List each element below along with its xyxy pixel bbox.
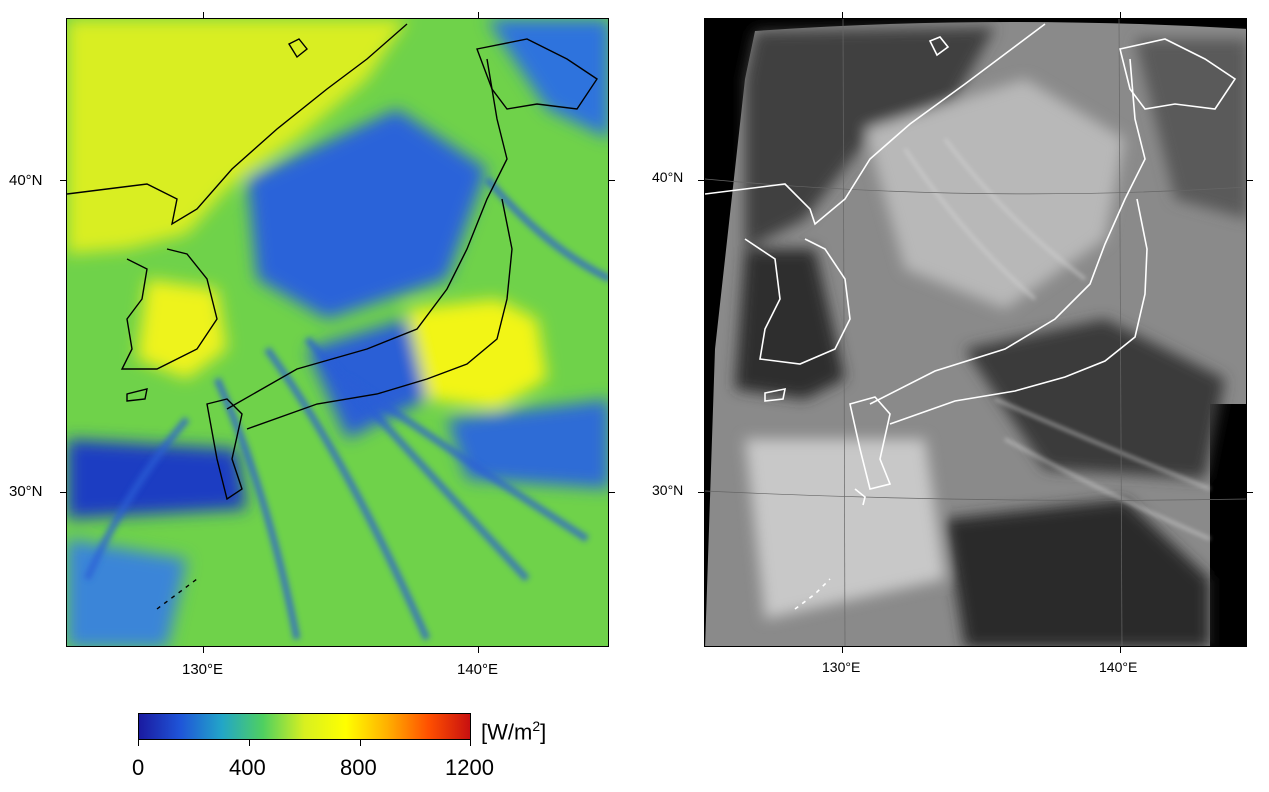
colorbar-tick-1200 bbox=[470, 740, 471, 746]
right-tick-right-30 bbox=[1247, 492, 1253, 493]
left-tick-left-40 bbox=[60, 180, 66, 181]
flux-map-panel bbox=[66, 18, 609, 647]
colorbar-label-0: 0 bbox=[132, 755, 145, 780]
right-lat-label-40n: 40°N bbox=[652, 169, 684, 185]
colorbar bbox=[138, 713, 471, 740]
left-lat-label-40n: 40°N bbox=[9, 172, 43, 189]
right-tick-bottom-140 bbox=[1120, 647, 1121, 653]
right-tick-top-130 bbox=[842, 12, 843, 18]
colorbar-label-400: 400 bbox=[229, 755, 266, 780]
left-tick-bottom-140 bbox=[478, 647, 479, 653]
right-tick-right-40 bbox=[1247, 180, 1253, 181]
right-lat-label-30n: 30°N bbox=[652, 482, 684, 498]
left-tick-top-140 bbox=[478, 12, 479, 18]
colorbar-label-1200: 1200 bbox=[445, 755, 494, 780]
colorbar-tick-400 bbox=[249, 740, 250, 746]
right-tick-top-140 bbox=[1120, 12, 1121, 18]
right-lon-label-140e: 140°E bbox=[1099, 659, 1138, 675]
left-tick-right-40 bbox=[609, 180, 615, 181]
left-lon-label-130e: 130°E bbox=[182, 661, 224, 678]
left-lat-label-30n: 30°N bbox=[9, 483, 43, 500]
colorbar-unit-label: [W/m2] bbox=[481, 714, 546, 744]
colorbar-unit-base: [W/m bbox=[481, 719, 533, 745]
satellite-image-panel bbox=[704, 18, 1247, 647]
colorbar-unit-exponent: 2 bbox=[532, 718, 541, 734]
left-tick-top-130 bbox=[203, 12, 204, 18]
colorbar-tick-800 bbox=[360, 740, 361, 746]
right-tick-left-40 bbox=[698, 180, 704, 181]
colorbar-tick-0 bbox=[138, 740, 139, 746]
colorbar-unit-close: ] bbox=[540, 719, 547, 745]
left-tick-bottom-130 bbox=[203, 647, 204, 653]
left-tick-left-30 bbox=[60, 492, 66, 493]
right-tick-left-30 bbox=[698, 492, 704, 493]
colorbar-label-800: 800 bbox=[340, 755, 377, 780]
right-lon-label-130e: 130°E bbox=[822, 659, 861, 675]
right-tick-bottom-130 bbox=[842, 647, 843, 653]
left-tick-right-30 bbox=[609, 492, 615, 493]
left-lon-label-140e: 140°E bbox=[457, 661, 499, 678]
